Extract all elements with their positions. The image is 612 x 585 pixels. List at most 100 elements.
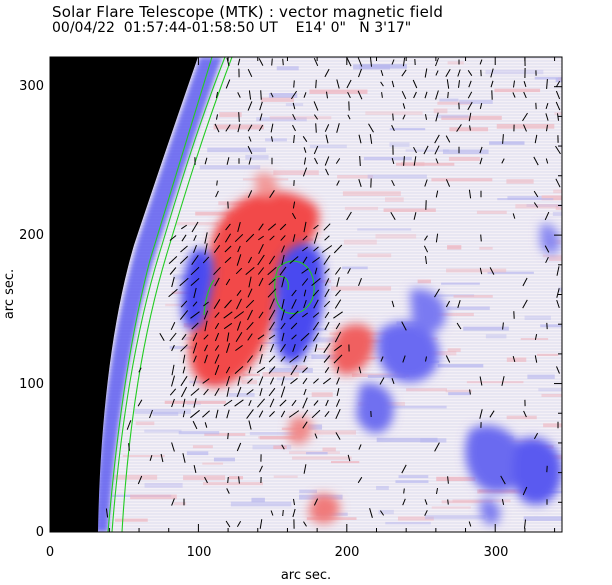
texture-streak — [540, 324, 562, 328]
field-vector — [479, 146, 483, 154]
field-vector — [302, 167, 308, 177]
texture-streak — [449, 127, 489, 132]
field-vector — [534, 355, 538, 363]
field-vector — [269, 398, 275, 408]
field-vector — [380, 356, 384, 362]
field-vector — [358, 68, 362, 78]
field-vector — [259, 344, 263, 352]
field-vector — [169, 267, 177, 275]
field-vector — [500, 475, 506, 485]
field-vector — [247, 68, 253, 78]
texture-streak — [357, 228, 412, 231]
field-vector — [225, 278, 231, 286]
texture-streak — [417, 279, 431, 284]
field-vector — [256, 366, 266, 374]
texture-streak — [437, 101, 472, 105]
texture-streak — [255, 341, 290, 344]
field-vector — [204, 243, 208, 255]
field-vector — [292, 344, 296, 352]
texture-streak — [363, 156, 412, 161]
texture-streak — [292, 456, 352, 460]
field-vector — [281, 276, 285, 288]
texture-streak — [598, 87, 611, 90]
texture-streak — [331, 286, 392, 291]
field-vector — [381, 92, 383, 98]
x-tick-label: 200 — [335, 545, 360, 560]
texture-streak — [218, 201, 249, 206]
field-vector — [502, 322, 504, 330]
texture-streak — [479, 246, 493, 250]
field-vector — [358, 278, 362, 286]
field-vector — [258, 223, 264, 231]
field-vector — [259, 113, 263, 121]
texture-streak — [558, 287, 562, 292]
field-vector — [203, 301, 209, 307]
field-vector — [236, 254, 242, 266]
texture-streak — [135, 421, 155, 426]
field-vector — [413, 91, 417, 99]
field-vector — [248, 366, 252, 374]
field-vector — [247, 256, 253, 264]
field-vector — [190, 278, 200, 286]
field-vector — [258, 410, 264, 418]
field-vector — [259, 387, 263, 397]
field-vector — [247, 190, 253, 198]
field-vector — [245, 267, 255, 275]
texture-streak — [448, 392, 471, 396]
texture-streak — [203, 482, 263, 486]
texture-streak — [385, 197, 404, 202]
field-vector — [391, 157, 395, 165]
field-vector — [424, 91, 428, 99]
field-vector — [160, 453, 164, 463]
field-vector — [556, 299, 560, 309]
field-vector — [555, 80, 561, 88]
field-vector — [322, 377, 332, 385]
field-vector — [257, 254, 265, 266]
field-vector — [191, 255, 199, 265]
field-vector — [358, 366, 362, 374]
texture-streak — [447, 245, 462, 250]
field-vector — [269, 343, 275, 353]
field-vector — [223, 399, 233, 407]
field-vector — [302, 345, 308, 351]
field-vector — [225, 223, 231, 231]
texture-streak — [441, 115, 502, 120]
texture-streak — [276, 66, 299, 71]
contour-lines — [107, 57, 315, 532]
field-vector — [291, 212, 297, 220]
transverse-field-vectors — [105, 57, 561, 529]
texture-streak — [276, 377, 294, 381]
field-vector — [446, 79, 450, 89]
field-vector — [333, 311, 343, 319]
field-vector — [159, 333, 165, 341]
texture-streak — [365, 111, 423, 115]
field-vector — [268, 309, 276, 321]
texture-streak — [383, 208, 436, 212]
field-vector — [182, 366, 186, 374]
texture-streak — [291, 365, 307, 371]
texture-streak — [459, 99, 493, 105]
texture-streak — [507, 196, 542, 200]
field-vector — [289, 355, 299, 363]
field-vector — [168, 288, 178, 298]
field-vector — [392, 113, 394, 121]
texture-streak — [523, 516, 562, 521]
field-vector — [202, 256, 210, 264]
texture-streak — [431, 178, 493, 182]
texture-streak — [269, 367, 313, 373]
texture-streak — [441, 500, 493, 504]
field-vector — [226, 387, 230, 397]
texture-streak — [311, 354, 345, 360]
field-vector — [413, 212, 417, 220]
plot-subtitle: 00/04/22 01:57:44-01:58:50 UT E14' 0" N … — [52, 20, 412, 36]
field-vector — [302, 136, 308, 142]
texture-streak — [251, 497, 265, 503]
field-vector — [490, 68, 494, 78]
field-vector — [268, 366, 276, 374]
field-vector — [171, 442, 175, 452]
texture-streak — [113, 474, 158, 480]
texture-streak — [396, 162, 455, 166]
image-area — [50, 57, 611, 532]
field-vector — [556, 366, 560, 374]
field-vector — [268, 321, 276, 331]
